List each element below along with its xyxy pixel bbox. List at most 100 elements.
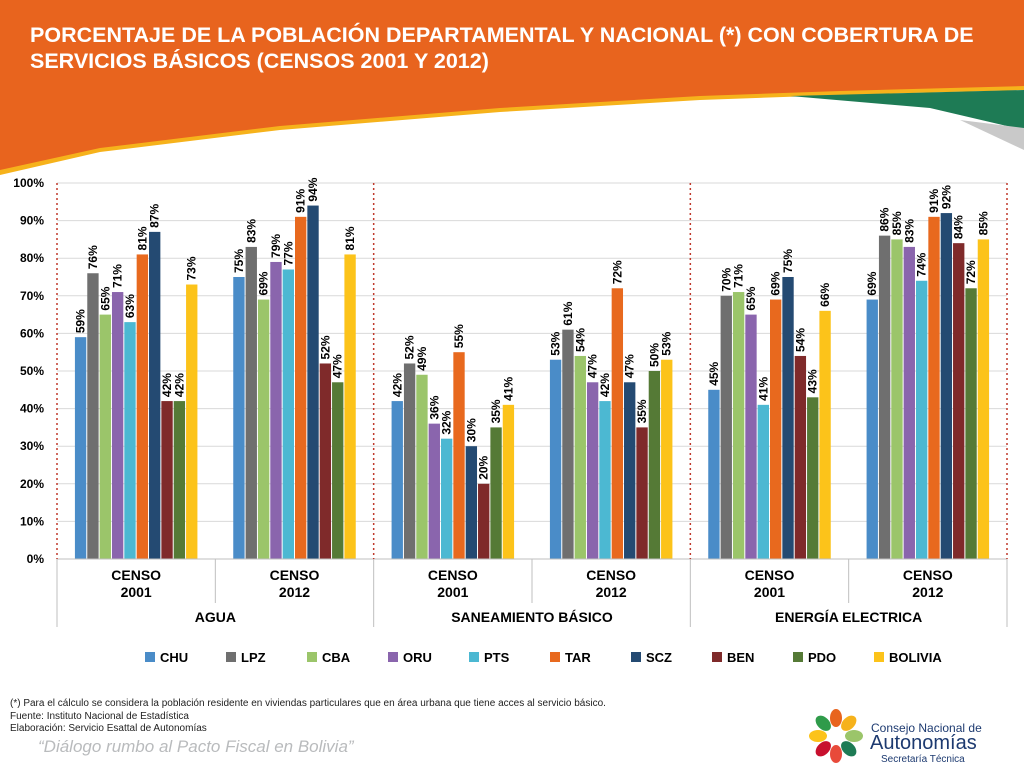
bar (99, 314, 111, 559)
bar (233, 277, 245, 559)
bar (428, 423, 440, 559)
bar (319, 363, 332, 559)
bar-value-label: 42% (172, 373, 186, 397)
bar-value-label: 85% (976, 211, 990, 235)
bar-value-label: 72% (964, 260, 978, 284)
bar (307, 205, 319, 559)
bar (770, 299, 782, 559)
logo-line1: Consejo Nacional de (871, 721, 982, 735)
bar-value-label: 69% (257, 271, 271, 295)
bar-value-label: 41% (756, 376, 770, 400)
bar-value-label: 85% (890, 211, 904, 235)
y-tick-label: 70% (20, 289, 44, 303)
bar (732, 292, 745, 559)
x-category-label: CENSO (903, 567, 953, 583)
bar (965, 288, 977, 559)
x-category-label: 2012 (912, 584, 943, 600)
bar (745, 314, 757, 559)
bar-value-label: 43% (806, 369, 820, 393)
bar-value-label: 35% (635, 399, 649, 423)
bar-value-label: 73% (185, 256, 199, 280)
bar (586, 382, 599, 559)
x-group-label: AGUA (195, 609, 236, 625)
x-category-label: CENSO (586, 567, 636, 583)
bar-value-label: 20% (477, 455, 491, 479)
bar-value-label: 86% (878, 207, 892, 231)
bar (416, 374, 428, 559)
bar-value-label: 91% (294, 188, 308, 212)
legend-label: LPZ (241, 650, 266, 665)
bar-value-label: 55% (452, 324, 466, 348)
bar (295, 216, 307, 559)
bar-value-label: 53% (660, 331, 674, 355)
bar-value-label: 75% (232, 249, 246, 273)
legend-swatch (469, 652, 479, 662)
legend-label: TAR (565, 650, 591, 665)
y-tick-label: 20% (20, 477, 44, 491)
bar (282, 269, 294, 559)
bar-value-label: 47% (623, 354, 637, 378)
bar-value-label: 83% (902, 219, 916, 243)
bar (245, 246, 257, 560)
bar-value-label: 66% (818, 282, 832, 306)
bar (891, 239, 903, 559)
legend-label: BOLIVIA (889, 650, 942, 665)
bar-value-label: 71% (111, 264, 125, 288)
bar-value-label: 69% (865, 271, 879, 295)
bar (173, 401, 186, 559)
bar (878, 235, 891, 559)
bar-value-label: 30% (464, 418, 478, 442)
bar-value-label: 52% (318, 335, 332, 359)
bar-value-label: 59% (74, 309, 88, 333)
bar (465, 446, 478, 559)
bar-value-label: 75% (781, 249, 795, 273)
header-banner (0, 0, 1024, 175)
banner-green-wedge (790, 90, 1024, 130)
bar-chart: 0% 10% 20% 30% 40% 50% 60% 70% 80% 90% 100% 59% 75% 4… (13, 176, 1008, 665)
x-category-label: CENSO (111, 567, 161, 583)
legend-label: CBA (322, 650, 351, 665)
legend-label: CHU (160, 650, 188, 665)
bar-value-label: 42% (598, 373, 612, 397)
bar (490, 427, 502, 559)
bar (111, 292, 124, 559)
logo-line3: Secretaría Técnica (881, 754, 965, 765)
x-category-label: 2012 (596, 584, 627, 600)
bar (940, 213, 953, 559)
bar-value-label: 74% (915, 252, 929, 276)
bar (611, 288, 624, 559)
bar (636, 427, 648, 559)
bar-value-label: 71% (732, 264, 746, 288)
legend-swatch (631, 652, 641, 662)
bar (161, 401, 173, 559)
bar (270, 261, 282, 559)
bar (807, 397, 819, 559)
y-tick-label: 40% (20, 402, 44, 416)
bar-value-label: 65% (98, 286, 112, 310)
bar (403, 363, 416, 559)
bar-value-label: 72% (610, 260, 624, 284)
x-category-label: CENSO (428, 567, 478, 583)
x-category-label: 2012 (279, 584, 310, 600)
bar (502, 404, 515, 559)
bar-value-label: 81% (343, 226, 357, 250)
bar (549, 359, 562, 559)
bar-value-label: 42% (160, 373, 174, 397)
bar-value-label: 52% (403, 335, 417, 359)
legend-swatch (226, 652, 236, 662)
bar (624, 382, 636, 559)
x-category-label: 2001 (121, 584, 152, 600)
banner-gray-wedge (960, 120, 1024, 150)
footnote-note: (*) Para el cálculo se considera la pobl… (10, 698, 606, 709)
bar (757, 404, 769, 559)
bar-value-label: 47% (586, 354, 600, 378)
bar-value-label: 36% (427, 395, 441, 419)
bar (124, 322, 136, 559)
bar (977, 239, 990, 559)
footnotes: (*) Para el cálculo se considera la pobl… (10, 698, 770, 736)
bar (257, 299, 270, 559)
bar (149, 231, 161, 559)
bar (344, 254, 356, 559)
bar (953, 243, 965, 559)
legend-label: ORU (403, 650, 432, 665)
